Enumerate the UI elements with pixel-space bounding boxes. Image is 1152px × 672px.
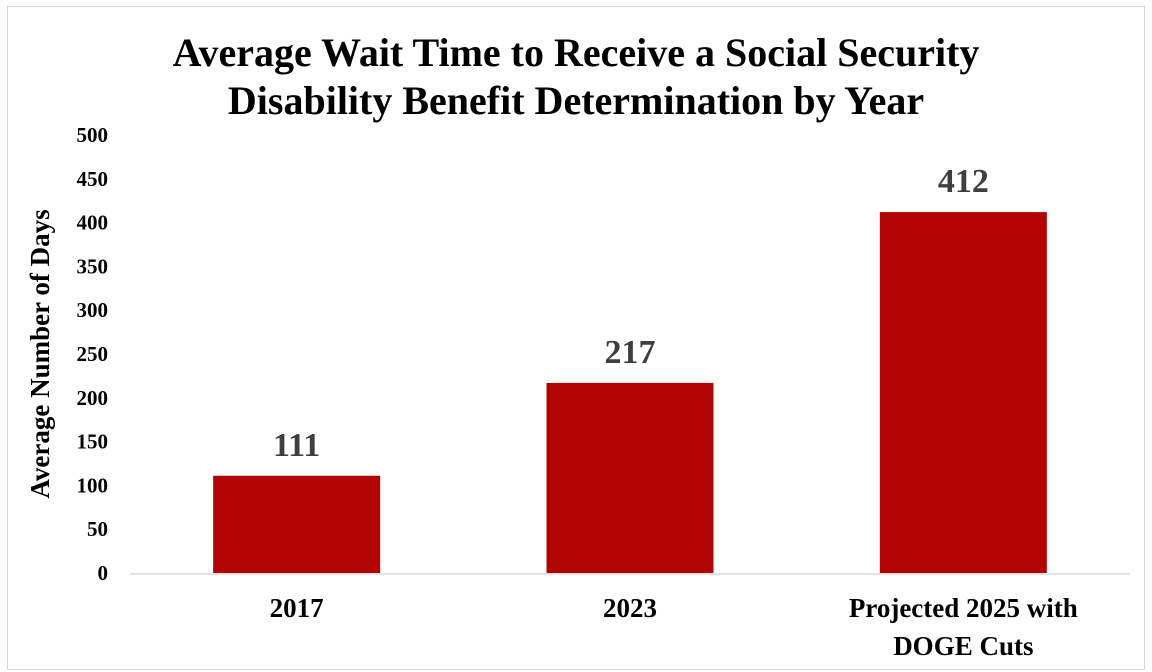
chart-title: Average Wait Time to Receive a Social Se… — [173, 30, 980, 123]
y-tick-label-150: 150 — [77, 430, 109, 454]
data-label-3: 412 — [938, 163, 989, 200]
category-label-2-line-1: 2023 — [603, 593, 657, 623]
data-label-2: 217 — [605, 334, 656, 371]
y-tick-label-50: 50 — [87, 517, 108, 541]
y-tick-label-200: 200 — [77, 386, 109, 410]
y-axis-label: Average Number of Days — [25, 209, 55, 498]
chart-title-line-1: Average Wait Time to Receive a Social Se… — [173, 30, 980, 75]
data-labels: 111 217 412 — [273, 163, 989, 464]
y-tick-label-100: 100 — [77, 473, 109, 497]
y-tick-label-400: 400 — [77, 211, 109, 235]
chart-frame — [7, 6, 1145, 670]
y-tick-label-350: 350 — [77, 254, 109, 278]
category-label-3-line-1: Projected 2025 with — [849, 593, 1078, 623]
bar-3 — [879, 212, 1047, 573]
category-label-3-line-2: DOGE Cuts — [893, 631, 1033, 661]
y-tick-label-0: 0 — [98, 561, 109, 585]
chart-title-line-2: Disability Benefit Determination by Year — [228, 78, 924, 123]
y-tick-label-450: 450 — [77, 167, 109, 191]
bar-2 — [546, 382, 714, 573]
y-tick-label-300: 300 — [77, 298, 109, 322]
bar-1 — [213, 475, 381, 573]
x-axis-categories: 2017 2023 Projected 2025 with DOGE Cuts — [270, 593, 1078, 661]
data-label-1: 111 — [273, 427, 320, 464]
y-axis-ticks: 0 50 100 150 200 250 300 350 400 450 500 — [77, 123, 109, 585]
y-tick-label-500: 500 — [77, 123, 109, 147]
y-tick-label-250: 250 — [77, 342, 109, 366]
y-axis-title: Average Number of Days — [25, 209, 55, 498]
bars — [213, 212, 1047, 573]
category-label-1-line-1: 2017 — [270, 593, 324, 623]
